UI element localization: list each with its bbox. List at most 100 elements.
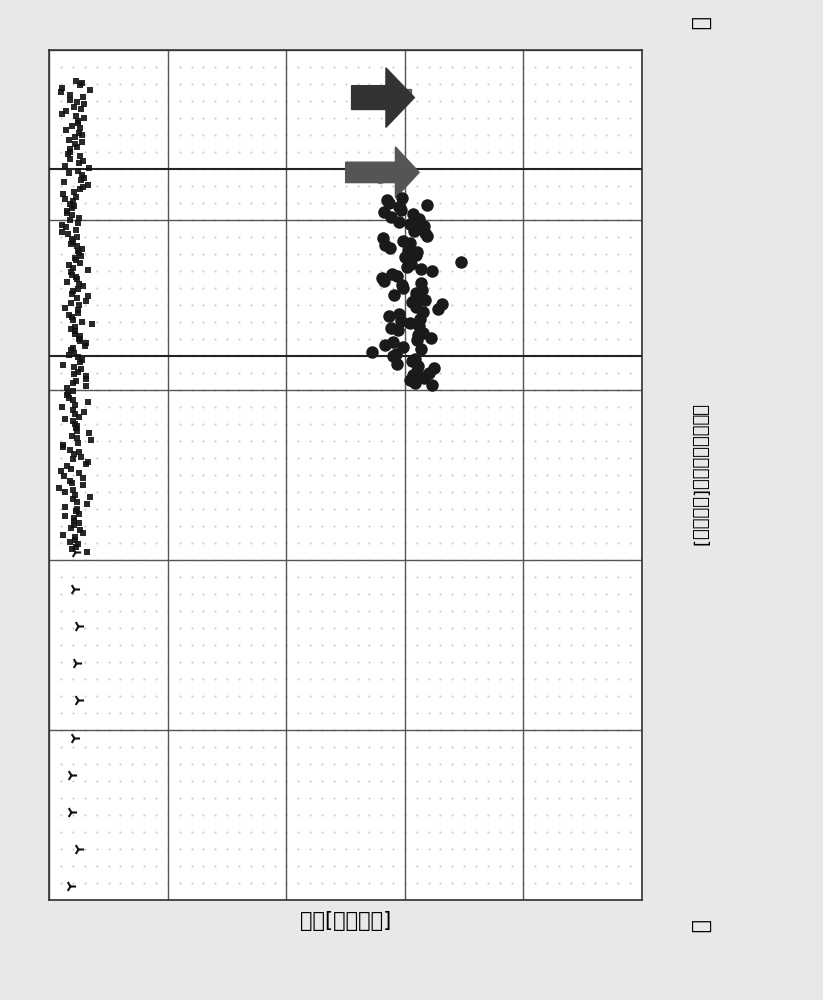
- Point: [411, 363, 424, 379]
- Point: [69, 529, 82, 545]
- Point: [413, 311, 426, 327]
- Point: [72, 364, 85, 380]
- Point: [70, 73, 83, 89]
- Point: [63, 92, 77, 108]
- Point: [411, 244, 424, 260]
- Point: [74, 172, 87, 188]
- X-axis label: 電圧[任意単位]: 電圧[任意単位]: [300, 911, 391, 931]
- Point: [372, 90, 385, 106]
- Point: [72, 305, 85, 321]
- Point: [58, 484, 72, 500]
- Point: [379, 337, 392, 353]
- Point: [65, 428, 78, 444]
- Point: [409, 221, 422, 237]
- Point: [58, 191, 71, 207]
- Point: [63, 87, 77, 103]
- Point: [409, 299, 422, 315]
- Point: [74, 101, 87, 117]
- Point: [54, 463, 67, 479]
- Point: [61, 226, 74, 242]
- Point: [73, 522, 86, 538]
- Point: [59, 219, 72, 235]
- Point: [383, 195, 396, 211]
- Point: [71, 423, 84, 439]
- Point: [397, 339, 410, 355]
- Point: [80, 368, 93, 384]
- Point: [63, 534, 77, 550]
- Point: [58, 158, 72, 174]
- Point: [407, 206, 420, 222]
- Point: [64, 878, 77, 894]
- Point: [416, 304, 430, 320]
- FancyArrow shape: [346, 147, 419, 198]
- Point: [72, 515, 86, 531]
- Point: [70, 420, 83, 436]
- Point: [414, 261, 427, 277]
- Point: [410, 289, 423, 305]
- Point: [368, 92, 381, 108]
- Point: [66, 482, 79, 498]
- Point: [413, 211, 426, 227]
- Point: [391, 322, 404, 338]
- Point: [68, 406, 81, 422]
- Point: [64, 804, 77, 820]
- Point: [73, 255, 86, 271]
- Point: [422, 365, 435, 381]
- Point: [66, 260, 79, 276]
- Point: [60, 387, 73, 403]
- Point: [383, 308, 396, 324]
- Point: [72, 506, 86, 522]
- Point: [83, 489, 96, 505]
- Point: [77, 470, 90, 486]
- Point: [56, 186, 69, 202]
- Point: [70, 229, 83, 245]
- Point: [66, 118, 79, 134]
- Point: [63, 144, 77, 160]
- Point: [75, 449, 88, 465]
- Point: [63, 196, 77, 212]
- Point: [77, 404, 91, 420]
- Point: [65, 207, 78, 223]
- Point: [385, 93, 398, 109]
- Point: [69, 222, 82, 238]
- Point: [71, 113, 84, 129]
- Point: [64, 520, 77, 536]
- Point: [425, 330, 438, 346]
- Point: [63, 165, 76, 181]
- Point: [63, 473, 77, 489]
- Point: [71, 501, 84, 517]
- Point: [69, 539, 82, 555]
- Point: [410, 332, 423, 348]
- Point: [410, 285, 423, 301]
- Point: [73, 77, 86, 93]
- Point: [63, 442, 77, 458]
- Point: [70, 108, 83, 124]
- Point: [77, 278, 90, 294]
- Point: [369, 161, 382, 177]
- Point: [69, 326, 82, 342]
- Point: [77, 179, 90, 195]
- Point: [379, 237, 392, 253]
- Point: [64, 236, 77, 252]
- Point: [81, 454, 95, 470]
- Point: [55, 80, 68, 96]
- Point: [384, 86, 397, 102]
- Point: [386, 334, 399, 350]
- Point: [384, 167, 398, 183]
- Point: [390, 346, 403, 362]
- Point: [54, 84, 67, 100]
- Point: [407, 223, 421, 239]
- Point: [74, 361, 87, 377]
- Point: [407, 367, 420, 383]
- Point: [67, 413, 80, 429]
- Point: [390, 268, 403, 284]
- Point: [72, 302, 85, 318]
- Point: [372, 86, 385, 102]
- Point: [377, 204, 390, 220]
- Point: [60, 203, 73, 219]
- Point: [417, 325, 430, 341]
- Point: [410, 247, 423, 263]
- Point: [68, 544, 81, 560]
- Point: [72, 297, 86, 313]
- Point: [418, 225, 431, 241]
